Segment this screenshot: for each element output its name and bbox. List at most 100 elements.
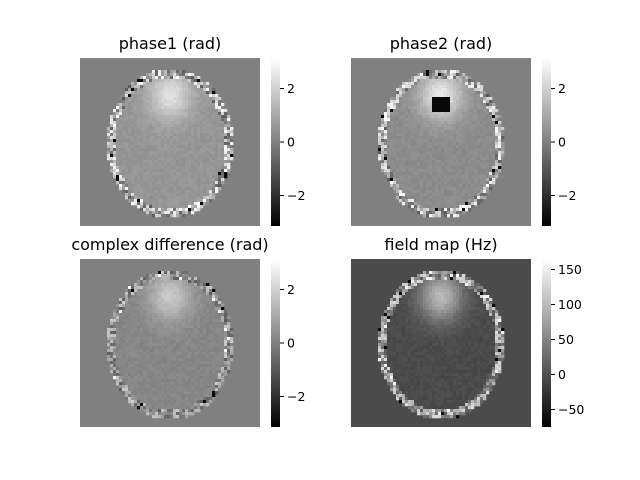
image-pixel (152, 283, 156, 287)
image-pixel (137, 385, 141, 389)
image-pixel (390, 127, 394, 131)
image-pixel (176, 322, 180, 326)
image-pixel (432, 169, 436, 173)
image-pixel (182, 334, 186, 338)
image-pixel (444, 145, 448, 149)
image-pixel (206, 187, 210, 191)
image-pixel (441, 76, 445, 80)
image-pixel (191, 118, 195, 122)
image-pixel (185, 328, 189, 332)
image-pixel (185, 76, 189, 80)
image-pixel (474, 94, 478, 98)
image-pixel (459, 82, 463, 86)
image-pixel (161, 85, 165, 89)
image-pixel (408, 184, 412, 188)
image-pixel (173, 331, 177, 335)
image-pixel (197, 187, 201, 191)
image-pixel (179, 310, 183, 314)
image-pixel (155, 313, 159, 317)
image-pixel (408, 91, 412, 95)
image-pixel (447, 85, 451, 89)
image-pixel (486, 142, 490, 146)
image-pixel (164, 88, 168, 92)
image-pixel (405, 190, 409, 194)
image-pixel (176, 295, 180, 299)
image-pixel (203, 199, 207, 203)
image-pixel (200, 325, 204, 329)
image-pixel (227, 361, 231, 365)
image-pixel (143, 88, 147, 92)
image-pixel (137, 112, 141, 116)
image-pixel (140, 172, 144, 176)
image-pixel (438, 151, 442, 155)
image-pixel (432, 211, 436, 215)
image-pixel (438, 154, 442, 158)
image-pixel (200, 361, 204, 365)
image-pixel (465, 124, 469, 128)
image-pixel (447, 154, 451, 158)
image-pixel (200, 139, 204, 143)
image-pixel (492, 121, 496, 125)
image-pixel (167, 79, 171, 83)
image-pixel (194, 136, 198, 140)
image-pixel (432, 79, 436, 83)
image-pixel (149, 205, 153, 209)
image-pixel (414, 130, 418, 134)
image-pixel (206, 319, 210, 323)
image-pixel (203, 397, 207, 401)
image-pixel (393, 106, 397, 110)
image-pixel (179, 280, 183, 284)
image-pixel (450, 118, 454, 122)
image-pixel (188, 328, 192, 332)
image-pixel (140, 205, 144, 209)
image-pixel (495, 166, 499, 170)
image-pixel (408, 130, 412, 134)
image-pixel (191, 328, 195, 332)
image-pixel (179, 166, 183, 170)
image-pixel (134, 166, 138, 170)
image-pixel (143, 409, 147, 413)
image-pixel (414, 133, 418, 137)
image-pixel (140, 127, 144, 131)
image-pixel (426, 142, 430, 146)
image-pixel (191, 319, 195, 323)
image-pixel (185, 346, 189, 350)
image-pixel (170, 85, 174, 89)
image-pixel (146, 289, 150, 293)
image-pixel (405, 202, 409, 206)
image-pixel (197, 307, 201, 311)
image-pixel (206, 127, 210, 131)
image-pixel (152, 118, 156, 122)
image-pixel (432, 187, 436, 191)
image-pixel (128, 337, 132, 341)
image-pixel (477, 145, 481, 149)
image-pixel (215, 346, 219, 350)
image-pixel (161, 367, 165, 371)
image-pixel (471, 142, 475, 146)
image-pixel (128, 382, 132, 386)
image-pixel (143, 106, 147, 110)
image-pixel (176, 202, 180, 206)
image-pixel (438, 166, 442, 170)
image-pixel (152, 286, 156, 290)
image-pixel (107, 136, 111, 140)
image-pixel (450, 175, 454, 179)
image-pixel (191, 280, 195, 284)
image-pixel (110, 151, 114, 155)
image-pixel (200, 295, 204, 299)
image-pixel (429, 115, 433, 119)
image-pixel (128, 190, 132, 194)
image-pixel (429, 172, 433, 176)
image-pixel (185, 136, 189, 140)
image-pixel (224, 337, 228, 341)
image-pixel (459, 205, 463, 209)
image-pixel (179, 322, 183, 326)
image-pixel (155, 199, 159, 203)
image-pixel (474, 163, 478, 167)
image-pixel (218, 388, 222, 392)
image-pixel (405, 91, 409, 95)
image-pixel (486, 172, 490, 176)
image-pixel (167, 172, 171, 176)
image-pixel (203, 121, 207, 125)
image-pixel (441, 178, 445, 182)
